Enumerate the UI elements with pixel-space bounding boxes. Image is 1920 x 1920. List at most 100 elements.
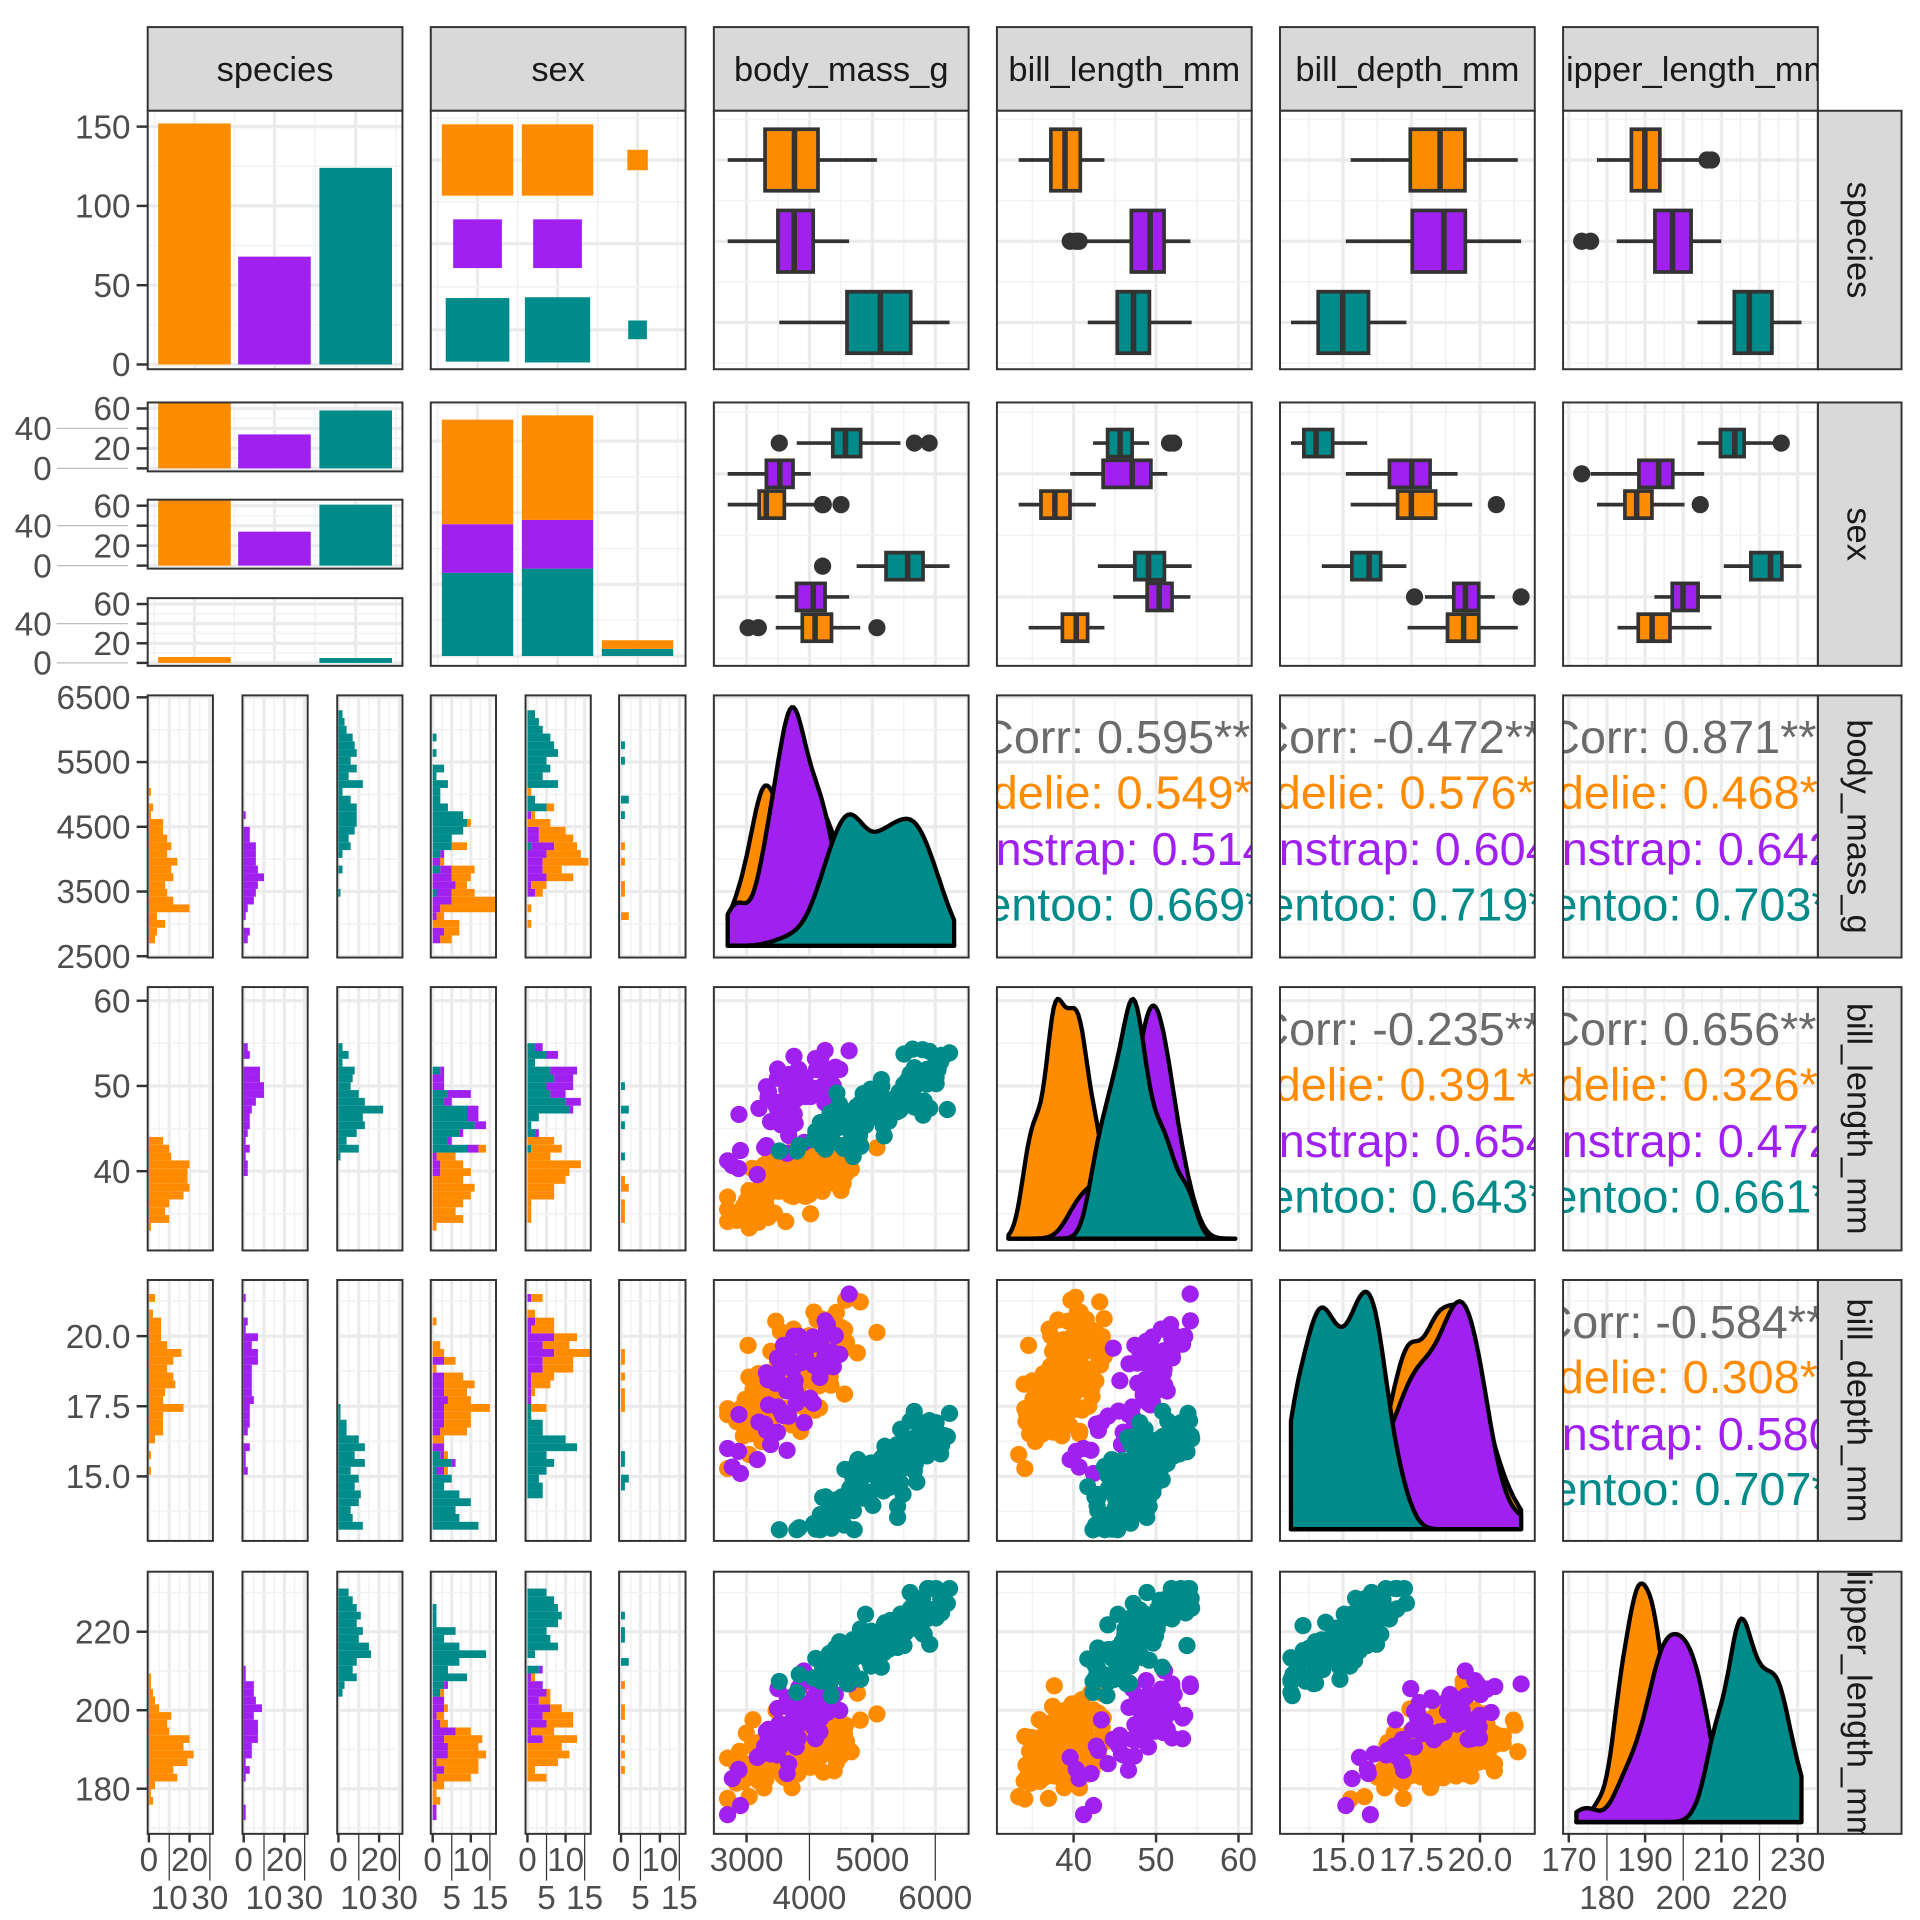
stacked-histogram-bar-Adelie — [531, 1727, 555, 1736]
stacked-histogram-bar-Gentoo — [432, 1113, 468, 1122]
point-Adelie — [739, 1336, 757, 1354]
stacked-histogram-bar-Adelie — [542, 1364, 574, 1373]
stacked-histogram-bar-Gentoo — [432, 1634, 445, 1643]
point-Gentoo — [770, 1672, 788, 1691]
stacked-histogram-bar-Chinstrap — [474, 1121, 487, 1130]
stacked-histogram-bar-Adelie — [444, 1419, 471, 1428]
point-Gentoo — [856, 1116, 875, 1134]
stacked-histogram-bar-Gentoo — [432, 826, 464, 835]
point-Chinstrap — [1089, 1421, 1107, 1440]
panel-border — [618, 1570, 687, 1835]
histogram-bar — [148, 850, 168, 858]
stacked-histogram-bar-Adelie — [432, 1349, 445, 1357]
stacked-bar-female-Chinstrap — [441, 524, 514, 573]
panel-border — [146, 109, 404, 371]
x-tick-label: 15.0 — [1311, 1842, 1376, 1879]
right-strip-label: flipper_length_mm — [1839, 1561, 1877, 1844]
x-tick-label: 10 — [246, 1880, 283, 1917]
point-Adelie — [1449, 1763, 1467, 1781]
stacked-histogram-bar-Chinstrap — [432, 1427, 441, 1436]
histogram-bar — [243, 1372, 252, 1381]
histogram-bar — [338, 826, 355, 835]
histogram-bar — [243, 1443, 250, 1452]
stacked-histogram-bar-Gentoo — [527, 1129, 536, 1137]
histogram-bar — [148, 1136, 164, 1145]
histogram-bar — [243, 1735, 258, 1743]
top-strip-label: bill_length_mm — [1008, 51, 1240, 89]
stacked-histogram-bar-Chinstrap — [447, 1090, 471, 1098]
density-panel-bill_depth_mm — [1288, 1289, 1524, 1532]
point-Gentoo — [1127, 1626, 1145, 1644]
stacked-histogram-bar-Gentoo — [432, 865, 441, 874]
stacked-histogram-bar-Adelie — [444, 1388, 468, 1397]
stacked-histogram-bar-Chinstrap — [432, 1388, 445, 1397]
stacked-histogram-bar-Chinstrap — [550, 1066, 578, 1075]
point-Gentoo — [921, 1099, 939, 1117]
stacked-histogram-bar-Chinstrap — [432, 1704, 445, 1713]
stacked-histogram-bar-Adelie — [621, 1388, 625, 1397]
stacked-histogram-bar-Adelie — [621, 1396, 625, 1405]
corr-Chinstrap-text: Chinstrap: 0.642*** — [1492, 823, 1890, 875]
histogram-bar — [243, 1380, 252, 1389]
x-tick-label: 0 — [518, 1842, 536, 1879]
stacked-histogram-bar-Adelie — [432, 1796, 441, 1805]
x-tick-label: 20 — [266, 1842, 303, 1879]
scatter-panel-bill_length_mm-vs-bill_depth_mm — [1010, 1285, 1201, 1539]
corr-Chinstrap-text: Chinstrap: 0.654*** — [1209, 1115, 1607, 1167]
stacked-histogram-bar-Adelie — [444, 1704, 448, 1713]
x-tick-label: 20 — [171, 1842, 208, 1879]
stacked-histogram-bar-Adelie — [621, 1404, 625, 1412]
stacked-histogram-bar-Gentoo — [527, 803, 547, 812]
stacked-histogram-bar-Gentoo — [527, 1105, 570, 1114]
point-Chinstrap — [840, 1285, 858, 1303]
point-Chinstrap — [1145, 1688, 1163, 1706]
stacked-histogram-bar-Adelie — [527, 787, 532, 796]
histogram-bar — [243, 896, 254, 905]
stacked-histogram-bar-Gentoo — [432, 1474, 452, 1483]
panel-border — [1279, 401, 1536, 667]
point-Gentoo — [895, 1045, 913, 1063]
point-Gentoo — [1089, 1488, 1107, 1507]
histogram-bar — [148, 1317, 162, 1326]
panel-border — [146, 1570, 214, 1835]
point-Chinstrap — [1089, 1741, 1107, 1760]
boxplot-Adelie-female-outlier — [813, 496, 831, 514]
stacked-histogram-bar-Adelie — [432, 919, 460, 928]
panel-border — [241, 1279, 309, 1542]
point-Gentoo — [856, 1605, 875, 1623]
y-tick-label: 6500 — [57, 680, 131, 717]
point-Gentoo — [1328, 1620, 1347, 1638]
stacked-histogram-bar-Gentoo — [432, 811, 464, 820]
point-Adelie — [1056, 1701, 1074, 1720]
panel-border — [712, 1570, 970, 1835]
stacked-histogram-bar-Chinstrap — [546, 1051, 558, 1059]
stacked-histogram-bar-Adelie — [432, 1215, 464, 1223]
point-Gentoo — [1345, 1651, 1364, 1670]
histogram-bar — [243, 1082, 265, 1091]
stacked-histogram-bar-Chinstrap — [527, 850, 547, 858]
histogram-bar — [338, 1673, 357, 1682]
point-Chinstrap — [1512, 1675, 1530, 1693]
panel-border — [146, 597, 404, 667]
boxplot-Chinstrap-male-outlier — [1512, 588, 1530, 606]
histogram-bar — [338, 819, 357, 827]
stacked-histogram-bar-Adelie — [440, 904, 496, 913]
point-Adelie — [851, 1711, 869, 1729]
point-Chinstrap — [816, 1312, 834, 1330]
stacked-histogram-bar-Adelie — [440, 1160, 464, 1169]
histogram-bar — [148, 857, 178, 866]
panel-border — [524, 1570, 592, 1835]
histogram-bar — [338, 710, 343, 719]
point-Chinstrap — [1070, 1458, 1088, 1476]
point-Adelie — [1462, 1767, 1480, 1785]
point-Chinstrap — [1181, 1677, 1200, 1696]
histogram-bar — [243, 1804, 246, 1813]
point-Chinstrap — [768, 1699, 787, 1718]
histogram-bar — [148, 1325, 162, 1334]
point-Gentoo — [920, 1412, 938, 1430]
stacked-histogram-bar-Gentoo — [527, 756, 547, 765]
stacked-histogram-bar-Chinstrap — [527, 1681, 543, 1689]
x-tick-label: 0 — [234, 1842, 252, 1879]
histogram-bar — [243, 834, 250, 843]
x-tick-label: 190 — [1617, 1842, 1672, 1879]
